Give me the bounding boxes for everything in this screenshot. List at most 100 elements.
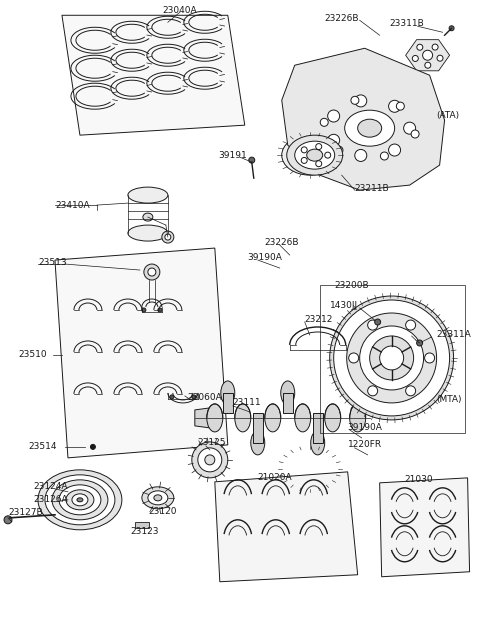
Polygon shape	[195, 408, 215, 428]
Circle shape	[368, 386, 378, 396]
Circle shape	[144, 264, 160, 280]
Ellipse shape	[345, 110, 395, 146]
Circle shape	[328, 134, 340, 146]
Text: 1220FR: 1220FR	[348, 441, 382, 449]
Ellipse shape	[307, 149, 323, 161]
Circle shape	[316, 144, 322, 150]
Text: 23040A: 23040A	[163, 6, 197, 15]
Circle shape	[449, 26, 454, 31]
Circle shape	[355, 95, 367, 107]
Text: 23126A: 23126A	[33, 495, 68, 504]
Ellipse shape	[143, 213, 153, 221]
Circle shape	[355, 149, 367, 162]
Circle shape	[389, 100, 401, 112]
Text: 23510: 23510	[18, 351, 47, 359]
Circle shape	[380, 346, 404, 370]
Text: 23212: 23212	[305, 316, 333, 324]
Ellipse shape	[154, 495, 162, 501]
Text: 23124A: 23124A	[33, 482, 68, 491]
Circle shape	[406, 320, 416, 330]
Circle shape	[90, 444, 96, 449]
Ellipse shape	[207, 404, 223, 432]
Circle shape	[162, 231, 174, 243]
Polygon shape	[62, 15, 245, 135]
Text: 23514: 23514	[28, 442, 57, 451]
Polygon shape	[223, 393, 233, 413]
Text: 23211B: 23211B	[355, 183, 389, 193]
Ellipse shape	[358, 119, 382, 137]
Circle shape	[328, 110, 340, 122]
Ellipse shape	[295, 141, 335, 169]
Ellipse shape	[45, 475, 115, 525]
Ellipse shape	[72, 494, 88, 506]
Ellipse shape	[302, 150, 318, 160]
Ellipse shape	[221, 381, 235, 405]
Circle shape	[170, 395, 174, 399]
Circle shape	[375, 319, 381, 325]
Ellipse shape	[38, 470, 122, 530]
Polygon shape	[380, 478, 469, 577]
Circle shape	[335, 146, 343, 154]
Polygon shape	[312, 413, 323, 443]
Ellipse shape	[265, 404, 281, 432]
Text: 39190A: 39190A	[248, 253, 283, 261]
Circle shape	[360, 326, 424, 390]
Circle shape	[389, 144, 401, 156]
Text: 23125: 23125	[198, 439, 226, 447]
Circle shape	[198, 448, 222, 472]
Ellipse shape	[77, 498, 83, 502]
Text: 23311A: 23311A	[437, 331, 471, 339]
Circle shape	[4, 516, 12, 524]
Circle shape	[192, 442, 228, 478]
Circle shape	[412, 56, 418, 61]
Circle shape	[324, 152, 331, 158]
Circle shape	[330, 296, 454, 420]
Text: 23120: 23120	[148, 507, 176, 516]
Circle shape	[148, 268, 156, 276]
Text: 23127B: 23127B	[8, 509, 43, 517]
Text: 23311B: 23311B	[390, 19, 424, 27]
Circle shape	[404, 122, 416, 134]
Text: 1430JJ: 1430JJ	[330, 301, 358, 310]
Ellipse shape	[148, 491, 168, 505]
Circle shape	[396, 102, 404, 110]
Text: (MTA): (MTA)	[437, 396, 462, 404]
Text: 23060A: 23060A	[188, 393, 223, 402]
Circle shape	[334, 300, 450, 416]
Text: 39190A: 39190A	[348, 424, 383, 432]
Ellipse shape	[52, 480, 108, 520]
Ellipse shape	[349, 404, 366, 432]
Polygon shape	[215, 472, 358, 582]
Text: 23226B: 23226B	[324, 14, 359, 22]
Circle shape	[205, 455, 215, 465]
Text: 21020A: 21020A	[258, 474, 292, 482]
Ellipse shape	[128, 225, 168, 241]
Circle shape	[351, 96, 359, 104]
Polygon shape	[253, 413, 263, 443]
Ellipse shape	[287, 135, 343, 175]
Polygon shape	[406, 40, 450, 71]
Polygon shape	[283, 393, 293, 413]
Circle shape	[320, 119, 328, 126]
Circle shape	[425, 62, 431, 68]
Ellipse shape	[290, 141, 330, 169]
Text: 23410A: 23410A	[55, 200, 90, 210]
Ellipse shape	[128, 187, 168, 203]
Text: 23123: 23123	[130, 527, 158, 536]
Circle shape	[301, 147, 307, 153]
Ellipse shape	[324, 404, 341, 432]
Circle shape	[142, 308, 146, 312]
Text: 39191: 39191	[218, 150, 247, 160]
Circle shape	[158, 308, 162, 312]
Circle shape	[316, 161, 322, 167]
Ellipse shape	[142, 487, 174, 509]
Circle shape	[301, 157, 307, 163]
Circle shape	[192, 395, 196, 399]
Polygon shape	[282, 48, 444, 190]
Polygon shape	[55, 248, 228, 458]
Text: 23111: 23111	[233, 398, 262, 407]
Text: 21030: 21030	[405, 475, 433, 484]
Circle shape	[417, 340, 422, 346]
Text: 23513: 23513	[38, 258, 67, 266]
Ellipse shape	[251, 431, 265, 455]
